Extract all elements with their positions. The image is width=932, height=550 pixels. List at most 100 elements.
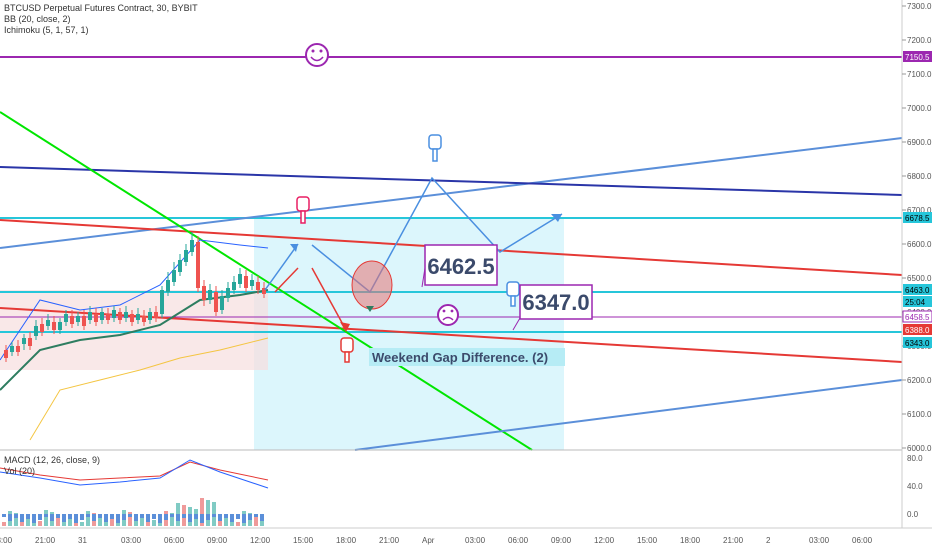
macd-histogram-bar — [206, 514, 210, 520]
price-tag[interactable] — [903, 296, 932, 307]
navy-trendline[interactable] — [0, 166, 903, 196]
candle-body — [256, 282, 260, 290]
time-label: 03:00 — [121, 536, 142, 545]
time-label: 18:00 — [336, 536, 357, 545]
green-trendline[interactable] — [0, 111, 533, 451]
macd-histogram-bar — [8, 514, 12, 521]
macd-histogram-bar — [86, 514, 90, 517]
time-label: Apr — [422, 536, 435, 545]
price-tick-label: 6100.0 — [907, 410, 932, 419]
price-tag[interactable] — [902, 310, 932, 323]
macd-histogram-bar — [188, 514, 192, 522]
macd-histogram-bar — [122, 514, 126, 520]
candle-body — [16, 346, 20, 352]
time-label: 06:00 — [164, 536, 185, 545]
pointing-hand-icon[interactable] — [428, 134, 442, 162]
candle-body — [196, 242, 200, 288]
price-axis[interactable] — [902, 0, 932, 528]
arrow-head — [290, 244, 298, 252]
pointing-hand-icon[interactable] — [506, 281, 520, 307]
legend-macd[interactable]: MACD (12, 26, close, 9) — [4, 455, 101, 465]
path-arrow-main[interactable] — [311, 176, 563, 294]
macd-pane[interactable] — [0, 451, 902, 528]
price-box-6347-text: 6347.0 — [522, 290, 589, 315]
macd-histogram-bar — [242, 514, 246, 523]
candle-body — [238, 274, 242, 284]
volume-bar — [152, 520, 156, 526]
macd-histogram-bar — [92, 514, 96, 521]
bb-basis — [0, 289, 269, 391]
price-tag-label: 25:04 — [905, 298, 926, 307]
price-box-6347[interactable] — [519, 284, 593, 320]
red-arrow-up[interactable] — [274, 267, 299, 293]
legend-bb[interactable]: BB (20, close, 2) — [4, 14, 71, 24]
time-label: 09:00 — [551, 536, 572, 545]
macd-histogram-bar — [182, 514, 186, 518]
sad-face-icon[interactable] — [437, 304, 459, 326]
blue-trendline-lower[interactable] — [354, 379, 903, 451]
candle-body — [232, 282, 236, 290]
macd-histogram-bar — [152, 514, 156, 519]
price-box-6462-text: 6462.5 — [427, 254, 494, 279]
volume-bar — [44, 510, 48, 526]
callout-connector — [512, 317, 521, 331]
volume-bar — [26, 517, 30, 526]
macd-histogram-bar — [146, 514, 150, 522]
gap-label-bg[interactable] — [369, 348, 565, 366]
candle-body — [178, 260, 182, 272]
macd-axis-ticks: 80.0 40.0 0.0 — [907, 454, 923, 519]
path-arrow-1[interactable] — [264, 243, 299, 291]
time-label: 12:00 — [594, 536, 615, 545]
price-tag[interactable] — [903, 212, 932, 223]
price-tag[interactable] — [903, 337, 932, 348]
price-tag[interactable] — [903, 284, 932, 295]
macd-histogram-bar — [44, 514, 48, 517]
price-tick-label: 7300.0 — [907, 2, 932, 11]
pointing-hand-icon[interactable] — [296, 196, 310, 224]
price-tag[interactable] — [903, 51, 932, 62]
candle-body — [82, 316, 86, 326]
macd-line — [0, 459, 269, 489]
macd-histogram-bar — [158, 514, 162, 523]
candle-body — [142, 316, 146, 322]
volume-bars — [2, 498, 264, 526]
macd-signal-line — [0, 461, 269, 481]
legend-ichimoku[interactable]: Ichimoku (5, 1, 57, 1) — [4, 25, 89, 35]
macd-histogram-bar — [212, 514, 216, 517]
macd-histogram-bar — [140, 514, 144, 518]
price-tick-label: 7200.0 — [907, 36, 932, 45]
time-axis[interactable] — [0, 528, 932, 550]
price-tag-label: 6388.0 — [905, 326, 930, 335]
highlight-circle[interactable] — [351, 260, 393, 310]
up-marker-icon — [366, 306, 374, 312]
volume-bar — [236, 522, 240, 526]
candle-body — [190, 240, 194, 252]
candle-body — [250, 280, 254, 286]
price-tag[interactable] — [903, 324, 932, 335]
red-arrow-down[interactable] — [311, 267, 347, 331]
candle-body — [22, 338, 26, 344]
legend-vol[interactable]: Vol (20) — [4, 466, 36, 476]
ichimoku-lagging — [29, 337, 269, 441]
price-box-6462[interactable] — [424, 244, 498, 286]
price-tick-label: 6700.0 — [907, 206, 932, 215]
volume-bar — [170, 513, 174, 526]
time-label: 18:00 — [680, 536, 701, 545]
time-label: 21:00 — [379, 536, 400, 545]
volume-bar — [86, 511, 90, 526]
candle-body — [220, 296, 224, 310]
price-tag-label: 6343.0 — [905, 339, 930, 348]
legend-symbol[interactable]: BTCUSD Perpetual Futures Contract, 30, B… — [4, 3, 198, 13]
candle-body — [40, 324, 44, 332]
macd-histogram-bar — [194, 514, 198, 519]
pointing-hand-icon[interactable] — [340, 337, 354, 363]
candlestick-series — [4, 232, 266, 362]
macd-histogram-bar — [248, 514, 252, 520]
price-tick-label: 7100.0 — [907, 70, 932, 79]
gap-zone — [254, 218, 564, 450]
smiley-face-icon[interactable] — [305, 43, 329, 67]
price-tick-label: 6800.0 — [907, 172, 932, 181]
macd-histogram-bar — [80, 514, 84, 520]
candle-body — [46, 320, 50, 326]
